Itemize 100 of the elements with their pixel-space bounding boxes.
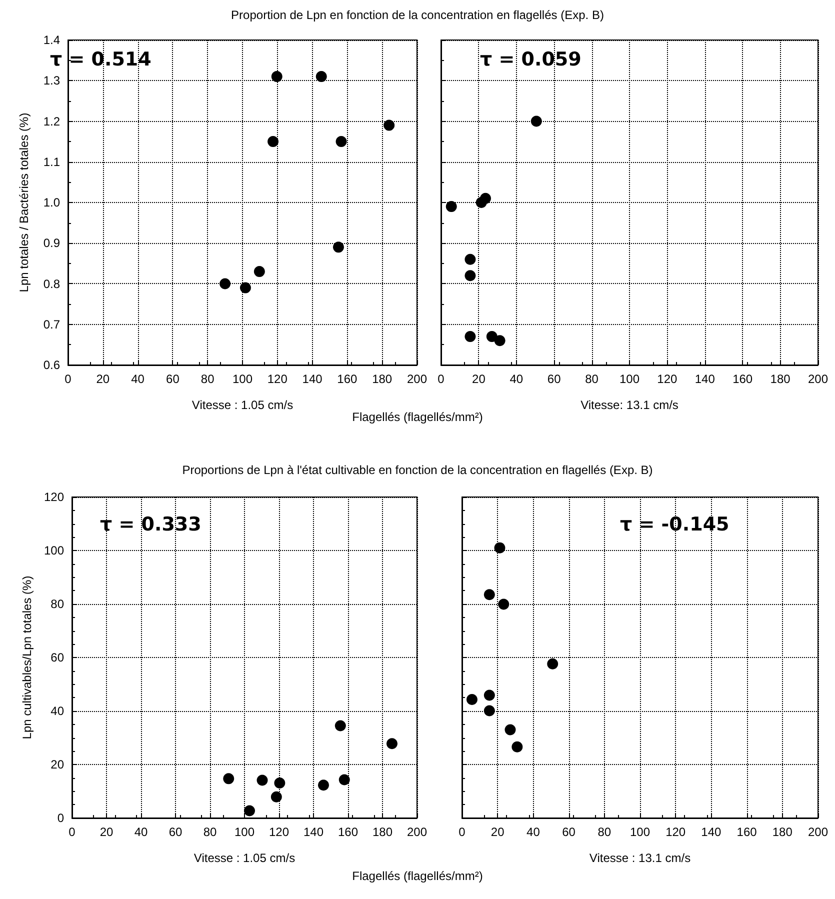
point: [384, 120, 395, 131]
text: Flagellés (flagellés/mm²): [351, 869, 484, 883]
point: [484, 705, 495, 716]
point: [254, 266, 265, 278]
x-tick-label: 120: [657, 372, 678, 386]
x-tick-label: 80: [200, 372, 215, 386]
point: [336, 136, 347, 148]
x-tick-label: 60: [562, 825, 576, 839]
y-tick-label: 120: [44, 490, 64, 504]
y-tick-label: 100: [44, 544, 64, 558]
y-tick-label: 0.7: [43, 317, 60, 332]
point: [268, 136, 279, 148]
x-tick-label: 20: [472, 372, 486, 386]
x-tick-label: 100: [630, 825, 650, 839]
point: [334, 720, 346, 732]
y-axis-title: Lpn cultivables/Lpn totales (%): [20, 576, 34, 740]
y-tick-label: 60: [50, 650, 64, 664]
annotation: τ = -0.145: [620, 514, 730, 536]
x-axis-title: Vitesse: 13.1 cm/s: [580, 398, 678, 412]
text: Flagellés (flagellés/mm²): [352, 410, 483, 424]
annotation: τ = 0.059: [480, 48, 582, 70]
point: [547, 658, 558, 670]
x-tick-label: 200: [808, 825, 828, 839]
y-tick-label: 80: [50, 597, 64, 611]
y-tick-label: 1.3: [43, 74, 60, 88]
x-tick-label: 140: [694, 372, 716, 386]
y-tick-label: 0.9: [43, 236, 60, 250]
point: [498, 598, 510, 610]
x-tick-label: 60: [547, 372, 562, 386]
point: [223, 773, 234, 784]
x-tick-label: 80: [585, 372, 599, 386]
point: [484, 589, 495, 600]
point: [466, 694, 478, 705]
x-tick-label: 140: [701, 825, 722, 839]
x-tick-label: 200: [406, 825, 428, 839]
point: [220, 278, 231, 290]
x-tick-label: 100: [619, 372, 640, 386]
x-tick-label: 40: [510, 372, 524, 386]
x-tick-label: 140: [303, 825, 324, 839]
x-tick-label: 200: [808, 372, 828, 386]
x-tick-label: 80: [598, 825, 612, 839]
x-tick-label: 160: [338, 825, 358, 839]
y-tick-label: 1.0: [43, 196, 60, 210]
x-tick-label: 120: [267, 372, 288, 386]
point: [338, 774, 350, 786]
point: [386, 738, 398, 750]
y-tick-label: 1.1: [43, 154, 60, 169]
x-tick-label: 160: [736, 825, 758, 839]
y-axis-title: Lpn totales / Bactéries totales (%): [17, 112, 31, 292]
x-tick-label: 180: [770, 372, 791, 386]
x-axis-title: Vitesse : 1.05 cm/s: [194, 851, 296, 865]
point: [446, 201, 457, 212]
point: [494, 335, 506, 346]
x-tick-label: 40: [131, 372, 145, 386]
x-tick-label: 20: [100, 825, 114, 839]
x-tick-label: 160: [732, 372, 753, 386]
point: [480, 192, 491, 204]
chart-title: Proportion de Lpn en fonction de la concentration en flagellés (Exp. B): [230, 8, 605, 22]
x-tick-label: 140: [302, 372, 323, 386]
point: [464, 270, 476, 282]
x-tick-label: 160: [337, 372, 358, 386]
point: [332, 242, 344, 253]
point: [240, 282, 251, 294]
point: [494, 542, 506, 554]
point: [484, 690, 495, 701]
y-tick-label: 0.8: [43, 276, 60, 291]
chart-title: Proportions de Lpn à l'état cultivable en fonction de la concentration en flagellés (Exp. B): [181, 463, 654, 477]
x-tick-label: 40: [134, 825, 148, 839]
x-tick-label: 60: [166, 372, 180, 386]
x-tick-label: 180: [772, 825, 793, 839]
y-tick-label: 40: [50, 704, 64, 718]
point: [486, 331, 498, 342]
x-tick-label: 100: [234, 825, 255, 839]
x-tick-label: 60: [168, 825, 182, 839]
y-tick-label: 0.6: [43, 358, 60, 372]
point: [464, 331, 476, 342]
point: [244, 805, 255, 816]
x-tick-label: 100: [232, 372, 253, 386]
y-tick-label: 0: [57, 811, 64, 825]
x-tick-label: 40: [526, 825, 540, 839]
y-tick-label: 1.4: [43, 33, 60, 47]
x-tick-label: 80: [203, 825, 217, 839]
point: [270, 791, 282, 802]
point: [512, 741, 523, 752]
x-tick-label: 0: [438, 372, 445, 386]
annotation: τ = 0.514: [50, 48, 152, 70]
x-axis-title: Vitesse : 13.1 cm/s: [589, 851, 691, 865]
point: [271, 71, 282, 82]
x-tick-label: 120: [268, 825, 290, 839]
point: [256, 774, 268, 786]
x-tick-label: 180: [372, 825, 393, 839]
x-tick-label: 180: [372, 372, 392, 386]
y-tick-label: 1.2: [43, 114, 60, 128]
x-tick-label: 200: [406, 372, 428, 386]
x-tick-label: 20: [96, 372, 110, 386]
x-tick-label: 0: [458, 825, 466, 839]
point: [504, 724, 516, 736]
point: [318, 780, 329, 791]
x-axis-title: Vitesse : 1.05 cm/s: [192, 398, 294, 412]
x-tick-label: 20: [490, 825, 505, 839]
